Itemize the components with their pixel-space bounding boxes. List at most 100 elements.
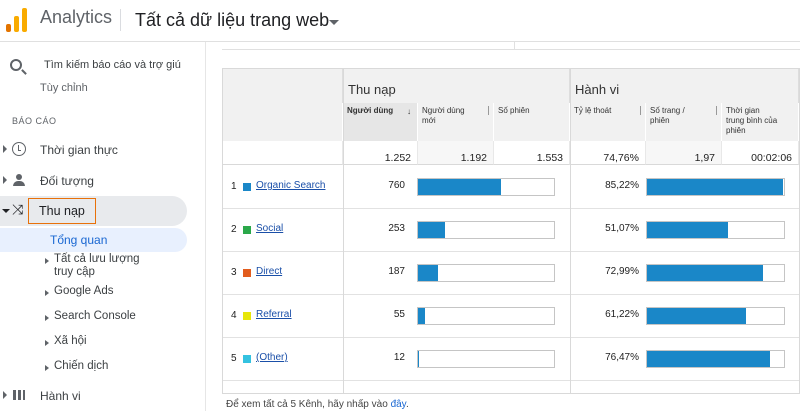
- table-row: 5 (Other) 12 76,47%: [223, 338, 799, 381]
- app-header: Analytics Tất cả dữ liệu trang web: [0, 0, 800, 42]
- table-row: 4 Referral 55 61,22%: [223, 295, 799, 338]
- channel-color-swatch: [243, 183, 251, 191]
- sidebar-item-overview[interactable]: Tổng quan: [0, 228, 187, 252]
- users-value: 12: [393, 352, 405, 363]
- sidebar-search[interactable]: Tìm kiếm báo cáo và trợ giú: [0, 42, 205, 88]
- bounce-rate-bar: [646, 307, 785, 325]
- chevron-down-icon: [2, 209, 10, 213]
- channel-color-swatch: [243, 226, 251, 234]
- bounce-rate-bar: [646, 264, 785, 282]
- property-selector[interactable]: Tất cả dữ liệu trang web: [135, 10, 330, 30]
- divider-icon: [488, 106, 489, 115]
- bounce-rate-value: 51,07%: [605, 223, 639, 234]
- column-header-channel: [223, 103, 343, 141]
- top-strip: [222, 42, 800, 50]
- footer-note: Để xem tất cả 5 Kênh, hãy nhấp vào đây.: [226, 399, 409, 410]
- column-divider: [343, 69, 344, 393]
- app-title: Analytics: [40, 7, 113, 27]
- sidebar-item-acquisition-label: Thu nạp: [39, 204, 85, 218]
- channel-link[interactable]: Referral: [256, 309, 292, 320]
- bounce-rate-value: 72,99%: [605, 266, 639, 277]
- users-bar: [417, 221, 555, 239]
- table-row: 2 Social 253 51,07%: [223, 209, 799, 252]
- row-rank: 4: [231, 310, 237, 321]
- users-bar: [417, 350, 555, 368]
- sidebar-item-acquisition-bg[interactable]: [0, 196, 187, 226]
- bounce-rate-bar-fill: [647, 222, 728, 238]
- total-sessions: 1.553: [494, 141, 570, 165]
- chevron-right-icon: [45, 365, 49, 371]
- channel-link[interactable]: Direct: [256, 266, 283, 277]
- totals-label-cell: [223, 141, 343, 165]
- divider-icon: [716, 106, 717, 115]
- sidebar-item-customization[interactable]: Tùy chỉnh: [40, 82, 88, 94]
- users-value: 55: [393, 309, 405, 320]
- bounce-rate-value: 76,47%: [605, 352, 639, 363]
- total-new-users: 1.192: [418, 141, 494, 165]
- chevron-right-icon: [45, 315, 49, 321]
- sidebar-item-acquisition[interactable]: [0, 197, 205, 225]
- analytics-logo-icon[interactable]: [6, 6, 28, 32]
- column-header-avg-session-duration[interactable]: Thời gian trung bình của phiên: [722, 103, 799, 141]
- total-pages-per-session: 1,97: [646, 141, 722, 165]
- row-rank: 5: [231, 353, 237, 364]
- channel-link[interactable]: Social: [256, 223, 284, 234]
- chevron-right-icon: [45, 258, 49, 264]
- search-input[interactable]: Tìm kiếm báo cáo và trợ giú: [44, 59, 181, 71]
- row-rank: 2: [231, 224, 237, 235]
- users-value: 187: [388, 266, 405, 277]
- main-content: Thu nạp Hành vi Người dùng ↓ Người dùng …: [207, 42, 800, 411]
- acquisition-icon: [12, 201, 26, 218]
- clock-icon: [12, 142, 26, 156]
- section-label-reports: BÁO CÁO: [12, 116, 57, 126]
- bounce-rate-bar: [646, 350, 785, 368]
- column-divider: [570, 69, 571, 393]
- chevron-right-icon: [3, 145, 7, 153]
- sidebar-item-realtime[interactable]: Thời gian thực: [0, 135, 205, 163]
- person-icon: [12, 173, 26, 187]
- divider-icon: [640, 106, 641, 115]
- total-avg-session-duration: 00:02:06: [722, 141, 799, 165]
- users-bar-fill: [418, 308, 425, 324]
- chevron-down-icon[interactable]: [329, 20, 339, 25]
- group-header-behavior: Hành vi: [570, 69, 799, 103]
- sidebar: Tìm kiếm báo cáo và trợ giú Tùy chỉnh BÁ…: [0, 42, 206, 411]
- users-bar-fill: [418, 179, 501, 195]
- row-rank: 1: [231, 181, 237, 192]
- column-header-users[interactable]: Người dùng ↓: [343, 103, 418, 141]
- channel-color-swatch: [243, 355, 251, 363]
- users-bar-fill: [418, 351, 420, 367]
- behavior-icon: [12, 388, 26, 402]
- chevron-right-icon: [3, 176, 7, 184]
- bounce-rate-value: 61,22%: [605, 309, 639, 320]
- users-bar: [417, 307, 555, 325]
- column-header-bounce-rate[interactable]: Tỷ lệ thoát: [570, 103, 646, 141]
- chevron-right-icon: [45, 340, 49, 346]
- sidebar-item-behavior[interactable]: Hành vi: [0, 381, 205, 409]
- users-value: 760: [388, 180, 405, 191]
- channels-table: Thu nạp Hành vi Người dùng ↓ Người dùng …: [222, 68, 800, 394]
- channel-color-swatch: [243, 312, 251, 320]
- table-row: 1 Organic Search 760 85,22%: [223, 166, 799, 209]
- sort-arrow-icon: ↓: [407, 107, 411, 116]
- chevron-right-icon: [45, 290, 49, 296]
- bounce-rate-bar-fill: [647, 351, 771, 367]
- highlight-box: Thu nạp: [28, 198, 96, 224]
- bounce-rate-bar: [646, 178, 785, 196]
- channel-link[interactable]: (Other): [256, 352, 288, 363]
- users-bar-fill: [418, 222, 446, 238]
- column-header-new-users[interactable]: Người dùng mới: [418, 103, 494, 141]
- chevron-right-icon: [3, 391, 7, 399]
- column-header-sessions[interactable]: Số phiên: [494, 103, 570, 141]
- users-bar-fill: [418, 265, 439, 281]
- footer-link[interactable]: đây: [390, 399, 406, 410]
- bounce-rate-bar-fill: [647, 308, 746, 324]
- sidebar-item-audience[interactable]: Đối tượng: [0, 166, 205, 194]
- bounce-rate-bar-fill: [647, 265, 764, 281]
- row-rank: 3: [231, 267, 237, 278]
- users-value: 253: [388, 223, 405, 234]
- search-icon: [10, 59, 22, 71]
- channel-link[interactable]: Organic Search: [256, 180, 326, 191]
- column-header-pages-per-session[interactable]: Số trang / phiên: [646, 103, 722, 141]
- header-divider: [120, 9, 121, 31]
